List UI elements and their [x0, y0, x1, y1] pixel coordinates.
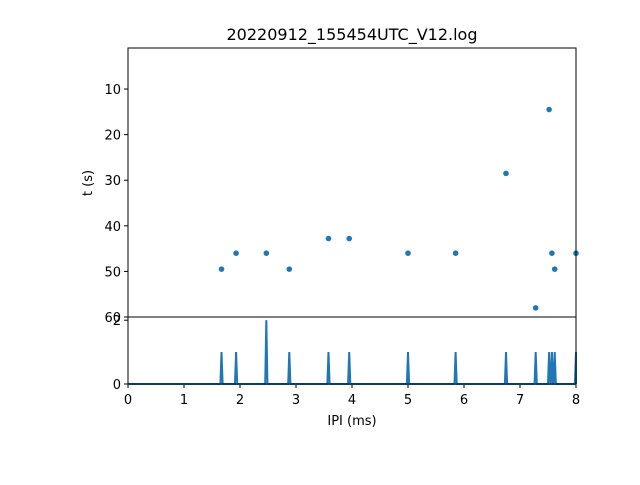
y-tick-label: 50 [104, 265, 121, 280]
scatter-point [218, 266, 225, 272]
scatter-point [549, 250, 555, 256]
histogram-frame [127, 316, 577, 385]
y-axis-label: t (s) [81, 170, 96, 196]
scatter-panel: 10 20 30 40 50 60 t (s) [81, 47, 579, 326]
scatter-point [503, 170, 509, 177]
scatter-y-ticks: 10 20 30 40 50 60 [104, 83, 128, 326]
scatter-point [452, 250, 459, 256]
scatter-frame [127, 47, 577, 318]
histogram-panel: 0 1 2 3 4 5 6 7 8 0 2 IPI (ms) [113, 314, 580, 429]
histogram-ticks: 0 1 2 3 4 5 6 7 8 0 2 [113, 314, 580, 408]
scatter-point [325, 235, 332, 242]
scatter-point [405, 250, 411, 256]
histogram-line [128, 320, 577, 385]
y-tick-label: 60 [104, 311, 121, 326]
x-tick-label: 0 [124, 393, 132, 408]
x-tick-label: 2 [236, 393, 244, 408]
scatter-points [218, 106, 579, 311]
scatter-point [233, 250, 239, 256]
hist-y-tick-label: 2 [113, 314, 121, 329]
hist-y-tick-label: 0 [113, 378, 121, 393]
scatter-point [532, 305, 539, 311]
scatter-point [286, 266, 293, 272]
y-tick-label: 40 [104, 220, 121, 235]
x-tick-label: 5 [404, 393, 412, 408]
x-tick-label: 8 [572, 393, 580, 408]
x-tick-label: 3 [292, 393, 300, 408]
scatter-point [551, 266, 558, 272]
x-axis-label: IPI (ms) [327, 414, 376, 429]
x-tick-label: 4 [348, 393, 356, 408]
x-tick-label: 7 [516, 393, 524, 408]
x-tick-label: 1 [180, 393, 188, 408]
y-tick-label: 30 [104, 174, 121, 189]
y-tick-label: 10 [104, 83, 121, 98]
scatter-point [546, 106, 552, 113]
x-tick-label: 6 [460, 393, 468, 408]
scatter-point [263, 250, 270, 256]
chart-title: 20220912_155454UTC_V12.log [226, 25, 477, 45]
scatter-point [346, 235, 353, 242]
y-tick-label: 20 [104, 129, 121, 144]
